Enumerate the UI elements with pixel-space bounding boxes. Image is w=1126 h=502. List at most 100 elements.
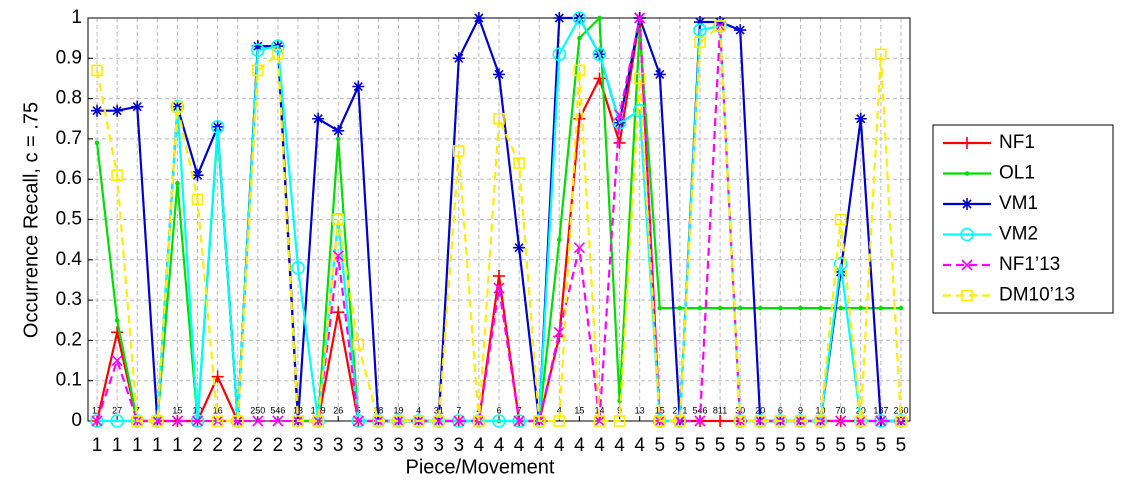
legend-marker — [961, 137, 973, 149]
x-tick-label: 4 — [634, 435, 645, 456]
x-tick-label: 5 — [835, 435, 846, 456]
x-tick-label: 4 — [514, 435, 525, 456]
data-point — [131, 415, 144, 427]
x-tick-label: 5 — [855, 435, 866, 456]
data-point — [111, 326, 124, 339]
data-point — [211, 370, 224, 383]
data-point — [674, 415, 686, 427]
y-tick-label: 1 — [71, 7, 82, 28]
data-point — [335, 136, 341, 142]
data-point — [593, 415, 606, 427]
data-point — [697, 305, 703, 311]
data-point — [91, 64, 103, 77]
data-point — [613, 136, 626, 149]
series-line — [95, 23, 903, 423]
data-point — [693, 23, 707, 37]
x-tick-label: 1 — [112, 435, 123, 456]
data-point — [512, 414, 526, 428]
x-tick-label: 3 — [333, 435, 344, 456]
data-point — [757, 305, 763, 311]
data-point — [778, 305, 783, 311]
data-point — [734, 415, 746, 427]
y-tick-label: 0.4 — [56, 249, 83, 270]
y-tick-label: 0.9 — [56, 47, 82, 68]
y-tick-label: 0.5 — [56, 209, 82, 230]
data-point — [392, 415, 405, 427]
legend-marker — [960, 227, 974, 242]
y-tick-label: 0.6 — [56, 168, 82, 189]
data-point — [271, 39, 285, 54]
data-point — [453, 415, 465, 427]
data-point — [597, 15, 602, 21]
data-point — [291, 261, 305, 275]
data-point — [614, 109, 626, 121]
data-point — [352, 338, 365, 351]
legend-label: DM10’13 — [999, 285, 1075, 306]
x-tick-label: 2 — [192, 435, 203, 456]
x-tick-label: 3 — [413, 435, 424, 456]
x-tick-label: 3 — [293, 435, 304, 456]
data-point — [312, 415, 324, 427]
data-point — [878, 305, 884, 311]
data-point — [151, 415, 163, 427]
x-tick-label: 2 — [212, 435, 223, 456]
data-point — [412, 415, 425, 427]
data-point — [232, 415, 244, 427]
data-point — [352, 415, 364, 427]
x-tick-label: 5 — [675, 435, 686, 456]
data-point — [352, 80, 365, 93]
count-label: 4 — [557, 405, 562, 415]
data-point — [717, 305, 723, 311]
data-point — [553, 326, 565, 338]
x-tick-label: 5 — [795, 435, 806, 456]
data-point — [351, 414, 366, 428]
count-label: 6 — [778, 405, 783, 415]
data-point — [573, 64, 586, 77]
x-tick-label: 5 — [876, 435, 887, 456]
data-point — [714, 20, 726, 32]
data-point — [252, 415, 264, 427]
x-tick-label: 5 — [715, 435, 726, 456]
data-point — [553, 415, 566, 427]
data-point — [734, 24, 747, 37]
data-point — [754, 415, 766, 427]
data-point — [593, 415, 606, 427]
data-point — [895, 415, 907, 427]
data-point — [110, 414, 124, 428]
x-tick-label: 3 — [454, 435, 465, 456]
data-point — [632, 103, 647, 118]
data-point — [556, 237, 562, 242]
data-point — [111, 354, 123, 367]
data-point — [592, 47, 607, 62]
count-label: 70 — [836, 405, 846, 415]
data-point — [131, 100, 144, 113]
x-tick-label: 5 — [896, 435, 907, 456]
data-point — [210, 120, 225, 134]
y-tick-label: 0 — [71, 410, 82, 431]
data-point — [191, 169, 204, 182]
data-point — [898, 305, 904, 311]
data-point — [533, 415, 545, 427]
count-label: 9 — [798, 405, 803, 415]
data-point — [91, 415, 103, 427]
data-point — [835, 415, 847, 427]
data-point — [854, 415, 867, 427]
x-tick-label: 4 — [594, 435, 605, 456]
x-tick-label: 4 — [494, 435, 505, 456]
data-point — [653, 415, 666, 427]
data-point — [332, 124, 345, 137]
data-point — [231, 415, 244, 427]
data-point — [572, 11, 587, 25]
data-point — [493, 282, 505, 294]
data-point — [473, 415, 485, 427]
data-point — [453, 145, 465, 157]
count-label: 6 — [496, 405, 501, 415]
count-label: 27 — [112, 405, 122, 415]
data-point — [794, 415, 807, 427]
x-tick-label: 5 — [695, 435, 706, 456]
y-tick-label: 0.8 — [56, 88, 82, 109]
data-point — [191, 193, 204, 206]
x-tick-label: 3 — [313, 435, 324, 456]
x-tick-label: 3 — [353, 435, 364, 456]
